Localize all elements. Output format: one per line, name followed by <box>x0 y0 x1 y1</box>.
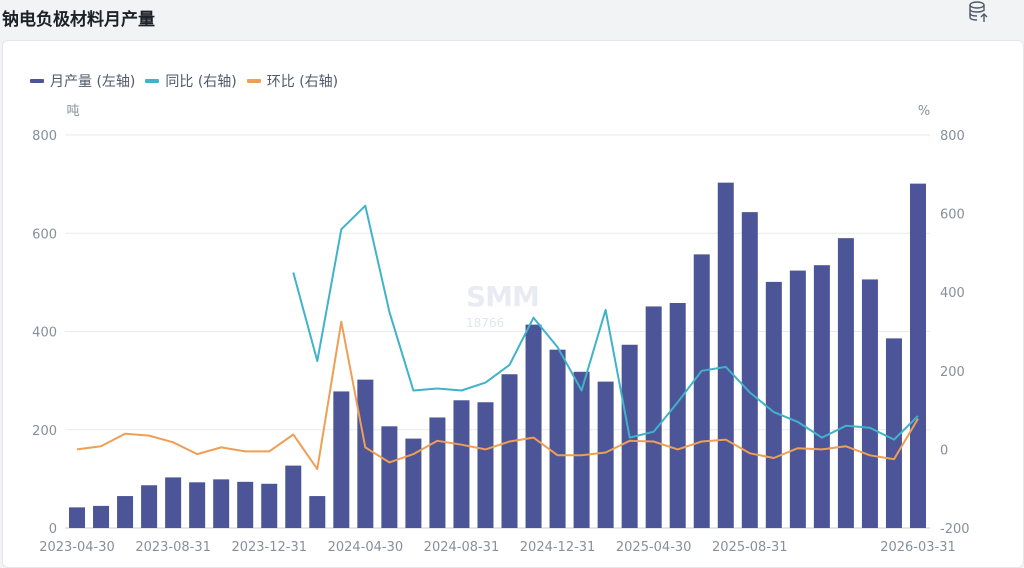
legend-swatch-yoy <box>145 79 160 83</box>
bar <box>813 265 830 528</box>
legend-swatch-mom <box>246 79 261 83</box>
x-tick-label: 2024-12-31 <box>520 540 596 555</box>
bar <box>117 496 134 528</box>
bar <box>357 379 374 528</box>
series-line-yoy <box>292 204 919 441</box>
x-tick-label: 2023-12-31 <box>231 540 307 555</box>
bar <box>669 303 686 528</box>
bar <box>741 212 758 528</box>
y-left-tick-label: 200 <box>32 424 57 439</box>
legend: 月产量 (左轴) 同比 (右轴) 环比 (右轴) <box>30 71 348 91</box>
bar <box>501 374 518 528</box>
bar <box>261 483 278 528</box>
y-right-tick-label: 800 <box>940 129 965 144</box>
bar <box>645 306 662 528</box>
legend-label-yoy: 同比 (右轴) <box>165 74 237 90</box>
database-export-icon[interactable] <box>968 0 990 24</box>
bar <box>693 254 710 528</box>
bar <box>333 391 350 528</box>
bar <box>909 183 926 529</box>
page-title: 钠电负极材料月产量 <box>2 10 155 30</box>
legend-item-yoy[interactable]: 同比 (右轴) <box>145 71 237 91</box>
bar <box>453 400 470 528</box>
bar <box>429 417 446 528</box>
watermark-phone: 18766 <box>466 316 505 330</box>
y-right-tick-label: 600 <box>940 208 965 223</box>
bar <box>189 482 206 528</box>
y-right-tick-label: 400 <box>940 286 965 301</box>
watermark-logo: SMM <box>466 280 540 313</box>
legend-label-production: 月产量 (左轴) <box>50 74 136 90</box>
bar <box>789 270 806 528</box>
legend-label-mom: 环比 (右轴) <box>266 74 339 90</box>
x-tick-label: 2023-08-31 <box>135 540 211 555</box>
bar <box>309 496 326 528</box>
bar <box>381 426 398 528</box>
y-left-tick-label: 400 <box>32 326 57 341</box>
bar <box>405 438 422 528</box>
bar <box>837 238 854 528</box>
y-left-tick-label: 600 <box>32 227 57 242</box>
bar <box>573 371 590 528</box>
bar <box>597 381 614 528</box>
bar <box>885 338 902 528</box>
bar <box>525 324 542 528</box>
x-tick-label: 2023-04-30 <box>39 540 115 555</box>
bar <box>549 349 566 528</box>
x-tick-label: 2024-08-31 <box>424 540 500 555</box>
legend-item-production[interactable]: 月产量 (左轴) <box>30 71 135 91</box>
series-line-mom <box>76 320 919 471</box>
y-left-tick-label: 0 <box>49 522 57 537</box>
bar <box>477 402 494 528</box>
bar <box>93 505 110 528</box>
bar <box>69 507 86 528</box>
bar <box>213 479 230 528</box>
bar <box>861 279 878 528</box>
x-tick-label: 2025-04-30 <box>616 540 692 555</box>
bar <box>717 182 734 528</box>
bar <box>237 481 254 528</box>
bar <box>765 281 782 528</box>
x-tick-label: 2025-08-31 <box>712 540 788 555</box>
x-tick-label: 2024-04-30 <box>328 540 404 555</box>
y-left-tick-label: 800 <box>32 129 57 144</box>
y-left-axis-label: 吨 <box>66 104 79 119</box>
bar <box>141 485 158 528</box>
y-right-axis-label: % <box>918 104 930 119</box>
x-tick-label: 2026-03-31 <box>880 540 956 555</box>
y-right-tick-label: 200 <box>940 365 965 380</box>
bar <box>165 477 182 528</box>
y-right-tick-label: 0 <box>940 443 948 458</box>
legend-item-mom[interactable]: 环比 (右轴) <box>246 71 339 91</box>
legend-swatch-production <box>30 79 44 83</box>
y-right-tick-label: -200 <box>940 522 970 537</box>
bar <box>285 465 302 528</box>
